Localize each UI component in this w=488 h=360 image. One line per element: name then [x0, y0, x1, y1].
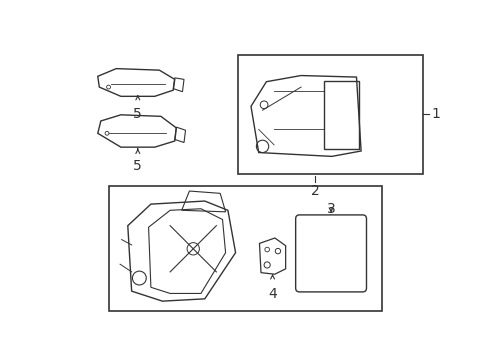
Bar — [108, 186, 381, 311]
Text: 3: 3 — [326, 202, 335, 216]
Text: 5: 5 — [133, 107, 142, 121]
Text: 2: 2 — [310, 184, 319, 198]
Bar — [238, 55, 422, 174]
Text: 4: 4 — [267, 287, 276, 301]
Text: 1: 1 — [430, 107, 439, 121]
Text: 5: 5 — [133, 159, 142, 174]
